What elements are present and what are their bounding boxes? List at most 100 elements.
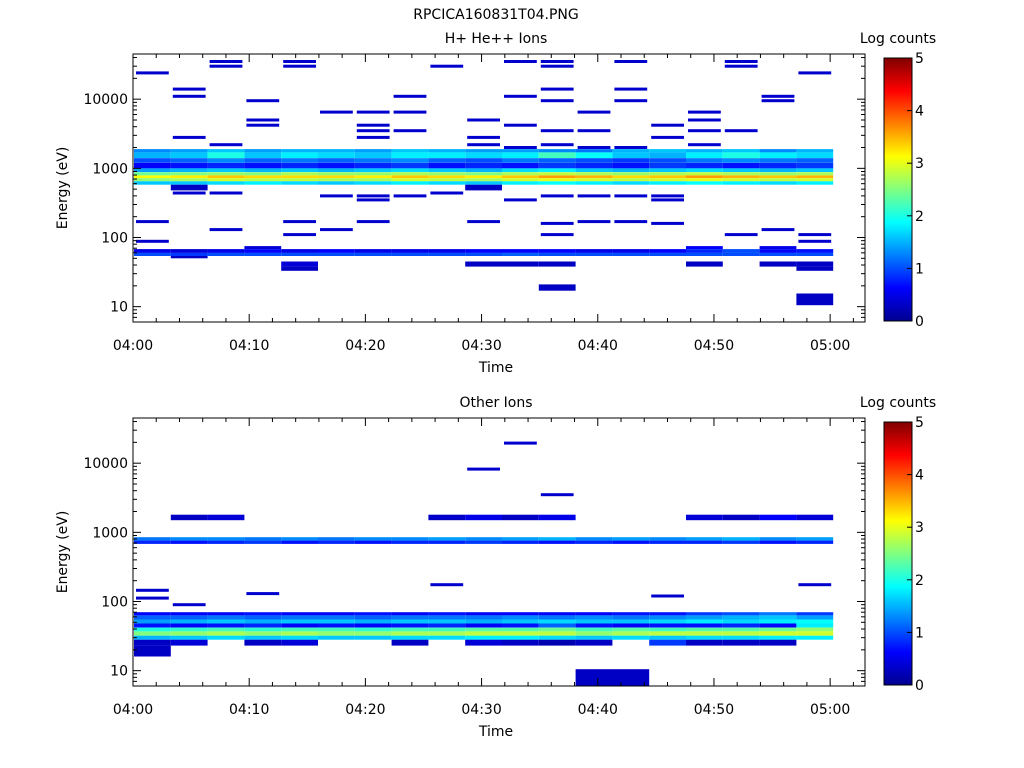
heatmap-cell	[649, 158, 686, 163]
heatmap-cell	[244, 175, 282, 179]
heatmap-cell	[612, 249, 650, 253]
heatmap-line	[504, 146, 537, 149]
figure-title: RPCICA160831T04.PNG	[413, 7, 578, 23]
heatmap-cell	[575, 252, 613, 256]
y-tick-label: 10	[110, 664, 128, 680]
heatmap-cell	[722, 168, 760, 173]
heatmap-cell	[612, 181, 650, 185]
heatmap-cell	[391, 252, 429, 256]
heatmap-line	[356, 135, 390, 139]
heatmap-line	[467, 220, 500, 224]
y-tick-label: 10000	[83, 92, 128, 108]
heatmap-cell	[575, 149, 613, 153]
heatmap-cell	[575, 175, 613, 179]
heatmap-cell	[759, 619, 797, 624]
heatmap-cell	[575, 178, 613, 182]
heatmap-cell	[170, 631, 208, 636]
heatmap-cell	[207, 175, 245, 179]
heatmap-cell	[612, 612, 650, 616]
heatmap-cell	[538, 152, 576, 159]
heatmap-cell	[502, 615, 539, 620]
heatmap-cell	[575, 168, 613, 173]
heatmap-cell	[538, 261, 576, 267]
heatmap-cell	[207, 178, 245, 182]
heatmap-cell	[796, 158, 834, 163]
heatmap-cell	[354, 178, 392, 182]
heatmap-cell	[502, 261, 539, 267]
heatmap-cell	[502, 537, 539, 541]
heatmap-cell	[244, 639, 282, 646]
heatmap-cell	[465, 540, 502, 544]
heatmap-cell	[686, 635, 723, 640]
heatmap-cell	[281, 149, 318, 153]
heatmap-cell	[575, 623, 613, 628]
heatmap-cell	[354, 149, 392, 153]
heatmap-cell	[796, 249, 834, 253]
heatmap-line	[283, 220, 316, 224]
heatmap-cell	[354, 623, 392, 628]
heatmap-cell	[575, 181, 613, 185]
heatmap-cell	[170, 540, 208, 544]
heatmap-cell	[207, 619, 245, 624]
heatmap-cell	[170, 619, 208, 624]
heatmap-cell	[134, 645, 171, 657]
heatmap-cell	[318, 158, 355, 163]
heatmap-cell	[170, 149, 208, 153]
heatmap-line	[651, 123, 684, 127]
heatmap-cell	[796, 293, 834, 306]
colorbar-tick-label: 3	[915, 156, 924, 172]
heatmap-cell	[686, 619, 723, 624]
heatmap-line	[577, 194, 611, 198]
heatmap-cell	[686, 158, 723, 163]
heatmap-cell	[391, 627, 429, 632]
heatmap-cell	[686, 540, 723, 544]
heatmap-cell	[538, 249, 576, 253]
heatmap-cell	[134, 631, 171, 636]
heatmap-cell	[722, 627, 760, 632]
heatmap-cells	[134, 441, 834, 686]
heatmap-line	[577, 129, 611, 133]
heatmap-cell	[502, 540, 539, 544]
heatmap-cell	[649, 631, 686, 636]
colorbar-tick-label: 1	[915, 261, 924, 277]
heatmap-cell	[538, 149, 576, 153]
heatmap-cell	[170, 615, 208, 620]
heatmap-cell	[170, 623, 208, 628]
heatmap-cell	[244, 612, 282, 616]
heatmap-cell	[465, 178, 502, 182]
heatmap-cell	[759, 246, 797, 249]
heatmap-cell	[612, 152, 650, 159]
heatmap-cell	[354, 540, 392, 544]
heatmap-cell	[465, 623, 502, 628]
heatmap-cell	[281, 266, 318, 271]
heatmap-cell	[722, 612, 760, 616]
heatmap-cell	[134, 172, 171, 176]
heatmap-cell	[575, 639, 613, 646]
heatmap-line	[172, 87, 206, 91]
heatmap-line	[136, 239, 169, 243]
heatmap-cell	[318, 252, 355, 256]
heatmap-cell	[207, 252, 245, 256]
heatmap-cell	[318, 181, 355, 185]
heatmap-cell	[465, 627, 502, 632]
heatmap-cell	[722, 175, 760, 179]
heatmap-cell	[538, 635, 576, 640]
heatmap-cell	[759, 162, 797, 169]
heatmap-line	[430, 515, 464, 519]
heatmap-cell	[281, 619, 318, 624]
heatmap-cell	[134, 249, 171, 253]
heatmap-cell	[428, 627, 466, 632]
heatmap-cell	[391, 623, 429, 628]
heatmap-cell	[281, 181, 318, 185]
heatmap-line	[209, 228, 243, 232]
heatmap-cell	[134, 537, 171, 541]
heatmap-cell	[796, 261, 834, 267]
heatmap-cell	[649, 639, 686, 646]
heatmap-cell	[686, 252, 723, 256]
heatmap-cell	[391, 619, 429, 624]
heatmap-cell	[575, 540, 613, 544]
x-tick-label: 04:10	[229, 702, 269, 718]
heatmap-cell	[796, 635, 834, 640]
